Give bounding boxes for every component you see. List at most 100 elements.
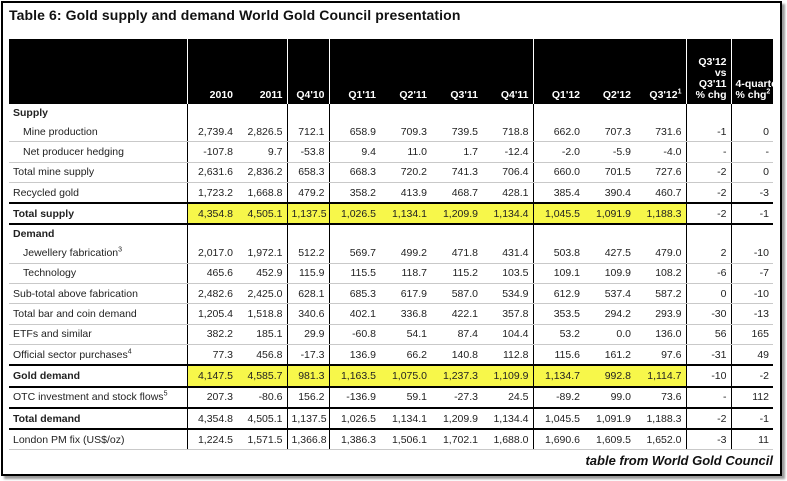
table-cell: -60.8 — [328, 324, 380, 345]
col-q1-11: Q1'11 — [328, 39, 380, 104]
table-cell: 161.2 — [584, 344, 635, 366]
row-label-text: ETFs and similar — [13, 328, 92, 341]
table-cell: 103.5 — [482, 263, 533, 285]
row-label: OTC investment and stock flows5 — [9, 386, 187, 409]
table-cell: 2,425.0 — [237, 283, 287, 305]
table-cell: 11 — [730, 429, 773, 451]
table-cell: 422.1 — [431, 303, 482, 325]
table-cell: 109.9 — [584, 263, 635, 285]
table-cell: 24.5 — [482, 386, 533, 409]
table-cell: 156.2 — [286, 386, 329, 409]
table-cell: -3 — [685, 429, 731, 451]
empty-cell — [186, 224, 237, 244]
table-cell: 108.2 — [635, 263, 686, 285]
table-row: Net producer hedging -107.8 9.7 -53.8 9.4 11.… — [9, 141, 773, 163]
table-cell: 1,188.3 — [635, 406, 686, 431]
col-q3-chg-line2: vs — [714, 67, 727, 79]
footnote-marker: 3 — [118, 246, 123, 254]
section-header: Demand — [9, 224, 773, 244]
table-row: Official sector purchases4 77.3 456.8 -17.3… — [9, 344, 773, 366]
table-cell: 77.3 — [186, 344, 237, 366]
table-cell: 390.4 — [584, 182, 635, 204]
header-row: 2010 2011 Q4'10 Q1'11 Q2'11 Q3'11 Q4'11 … — [9, 39, 773, 104]
table-cell: 2,631.6 — [186, 162, 237, 183]
table-cell: 1,652.0 — [635, 429, 686, 451]
row-label-text: Recycled gold — [13, 186, 79, 199]
table-cell: 1,114.7 — [635, 364, 686, 388]
table-cell: 115.5 — [328, 263, 380, 285]
page-title: Table 6: Gold supply and demand World Go… — [9, 7, 461, 23]
table-cell: -136.9 — [328, 386, 380, 409]
empty-cell — [482, 104, 533, 122]
table-cell: -1 — [685, 122, 731, 143]
table-cell: 9.4 — [328, 141, 380, 163]
table-cell: -2.0 — [532, 141, 584, 163]
table-cell: -107.8 — [186, 141, 237, 163]
table-cell: -2 — [685, 182, 731, 204]
table-cell: 612.9 — [532, 283, 584, 305]
table-cell: -31 — [685, 344, 731, 366]
table-cell: 49 — [730, 344, 773, 366]
table-cell: 4,505.1 — [237, 202, 287, 226]
table-cell: 1,702.1 — [431, 429, 482, 451]
table-cell: 2 — [685, 243, 731, 264]
col-q3-11: Q3'11 — [431, 39, 482, 104]
col-4q-chg-line2: % chg2 — [736, 89, 771, 101]
table-cell: 1,209.9 — [431, 202, 482, 226]
table-cell: -1 — [730, 202, 773, 226]
table-cell: -53.8 — [286, 141, 329, 163]
table-cell: 456.8 — [237, 344, 287, 366]
row-label: Total bar and coin demand — [9, 303, 187, 325]
table-cell: -6 — [685, 263, 731, 285]
table-cell: 1,134.7 — [532, 364, 584, 388]
table-cell: -2 — [685, 406, 731, 431]
table-cell: 1,506.1 — [380, 429, 431, 451]
table-cell: -10 — [685, 364, 731, 388]
table-cell: 115.2 — [431, 263, 482, 285]
table-row: Gold demand 4,147.5 4,585.7 981.3 1,163.5 1,0… — [9, 364, 773, 388]
row-label-text: OTC investment and stock flows — [13, 391, 164, 404]
table-cell: 1,972.1 — [237, 243, 287, 264]
empty-cell — [380, 104, 431, 122]
empty-cell — [237, 104, 287, 122]
table-cell: 660.0 — [532, 162, 584, 183]
col-q3-chg-line1: Q3'12 — [698, 56, 727, 68]
table-cell: -5.9 — [584, 141, 635, 163]
table-cell: 537.4 — [584, 283, 635, 305]
table-cell: 1,137.5 — [286, 406, 329, 431]
table-cell: 1,045.5 — [532, 406, 584, 431]
row-label: Mine production — [9, 122, 187, 143]
empty-cell — [431, 224, 482, 243]
table-cell: 115.9 — [286, 263, 329, 285]
section-header: Supply — [9, 104, 773, 122]
row-label: Total demand — [9, 406, 187, 431]
table-cell: 4,505.1 — [237, 406, 287, 431]
row-label: Technology — [9, 263, 187, 285]
table-cell: 617.9 — [380, 283, 431, 305]
table-row: Sub-total above fabrication 2,482.6 2,425.… — [9, 283, 773, 305]
table-cell: 97.6 — [635, 344, 686, 366]
gold-supply-demand-table: 2010 2011 Q4'10 Q1'11 Q2'11 Q3'11 Q4'11 … — [9, 39, 773, 451]
empty-cell — [635, 224, 686, 243]
table-cell: - — [685, 141, 731, 163]
row-label-text: Total supply — [13, 207, 75, 220]
row-label: Jewellery fabrication3 — [9, 243, 187, 264]
empty-cell — [635, 104, 686, 122]
table-cell: 4,354.8 — [186, 202, 237, 226]
table-cell: 165 — [730, 324, 773, 345]
table-cell: 294.2 — [584, 303, 635, 325]
table-cell: 118.7 — [380, 263, 431, 285]
col-q3-chg-line3: Q3'11 — [698, 78, 727, 90]
table-cell: 1,134.1 — [380, 406, 431, 431]
table-cell: 452.9 — [237, 263, 287, 285]
table-row: Total mine supply 2,631.6 2,836.2 658.3 668.… — [9, 162, 773, 183]
empty-cell — [286, 224, 329, 244]
table-cell: 4,585.7 — [237, 364, 287, 388]
col-q2-12: Q2'12 — [584, 39, 635, 104]
table-cell: 293.9 — [635, 303, 686, 325]
table-cell: 707.3 — [584, 122, 635, 143]
table-cell: 1,690.6 — [532, 429, 584, 451]
table-cell: 1,209.9 — [431, 406, 482, 431]
row-label: Recycled gold — [9, 182, 187, 204]
table-cell: -1 — [730, 406, 773, 431]
